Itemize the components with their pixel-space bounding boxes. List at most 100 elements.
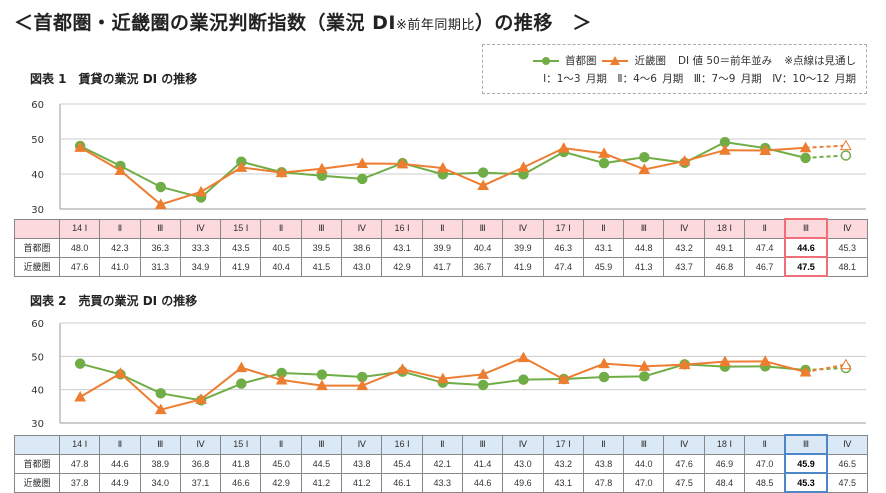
table-cell: 44.6 xyxy=(784,237,828,258)
data-point xyxy=(799,141,812,153)
table-cell: 42.9 xyxy=(260,472,302,493)
table-header-cell: Ⅳ xyxy=(179,434,222,455)
legend: 首都圏 近畿圏 DI 値 50＝前年並み ※点線は見通し Ⅰ：1～3 月期 Ⅱ：… xyxy=(482,44,867,94)
table-cell: 45.3 xyxy=(784,472,828,493)
table-header-cell: Ⅱ xyxy=(421,434,463,455)
table-cell: 37.8 xyxy=(58,472,101,493)
data-point xyxy=(155,181,166,193)
table-header-cell: Ⅱ xyxy=(99,434,141,455)
data-point xyxy=(557,142,570,153)
table-cell: 44.5 xyxy=(300,453,343,474)
data-point xyxy=(74,358,86,369)
table-header-cell: Ⅳ xyxy=(502,434,544,455)
table-cell: 38.9 xyxy=(139,453,181,474)
table-cell: 44.6 xyxy=(99,453,141,474)
table-header-cell: Ⅲ xyxy=(300,218,343,239)
forecast-line-1 xyxy=(805,367,846,371)
table-cell: 43.3 xyxy=(421,472,463,493)
table-cell: 49.1 xyxy=(703,237,746,258)
table-header-cell: Ⅱ xyxy=(744,434,786,455)
table-cell: 43.1 xyxy=(582,237,625,258)
table-cell: 48.0 xyxy=(58,237,101,258)
table-header-cell: Ⅲ xyxy=(623,434,665,455)
table-cell: 47.8 xyxy=(582,472,625,493)
table-header-cell: 15 Ⅰ xyxy=(220,218,262,239)
data-point xyxy=(638,163,651,174)
row-label: 近畿圏 xyxy=(14,256,60,277)
chart1-data-table: 14 Ⅰ Ⅱ Ⅲ Ⅳ 15 Ⅰ Ⅱ Ⅲ Ⅳ 16 Ⅰ Ⅱ Ⅲ Ⅳ 17 Ⅰ Ⅱ Ⅲ Ⅳ 18 Ⅰ Ⅱ Ⅲ Ⅳ 首都圏 48… xyxy=(14,218,868,277)
table-cell: 43.0 xyxy=(341,256,383,277)
data-point xyxy=(195,393,207,404)
data-point xyxy=(74,141,86,152)
table-cell: 47.8 xyxy=(58,453,101,474)
table-header-cell: Ⅲ xyxy=(784,434,828,455)
data-point xyxy=(840,150,852,161)
data-point xyxy=(316,379,328,391)
table-header-cell: 17 Ⅰ xyxy=(542,218,584,239)
data-point xyxy=(235,361,248,373)
table-corner xyxy=(14,434,60,455)
data-point xyxy=(437,162,449,173)
y-tick-label: 40 xyxy=(31,170,44,181)
data-point xyxy=(557,373,570,384)
row-label: 近畿圏 xyxy=(14,472,60,493)
table-header-cell: Ⅳ xyxy=(663,218,705,239)
table-row: 首都圏 47.8 44.6 38.9 36.8 41.8 45.0 44.5 43.8 45.4 4… xyxy=(14,453,868,474)
table-cell: 41.3 xyxy=(623,256,665,277)
table-header-cell: Ⅲ xyxy=(300,434,343,455)
table-cell: 41.0 xyxy=(99,256,141,277)
data-point xyxy=(759,355,772,366)
data-point xyxy=(639,371,650,382)
table-header-cell: 16 Ⅰ xyxy=(381,218,423,239)
table-header-cell: Ⅲ xyxy=(784,218,828,239)
table-cell: 42.9 xyxy=(381,256,423,277)
table-header-cell: Ⅳ xyxy=(826,218,868,239)
table-header-cell: 17 Ⅰ xyxy=(542,434,584,455)
table-header-cell: 14 Ⅰ xyxy=(58,218,101,239)
table-header-cell: Ⅲ xyxy=(139,434,181,455)
data-point xyxy=(74,390,86,402)
table-cell: 47.6 xyxy=(58,256,101,277)
table-cell: 39.9 xyxy=(502,237,544,258)
data-point xyxy=(154,403,167,415)
table-corner xyxy=(14,218,60,239)
table-cell: 45.9 xyxy=(784,453,828,474)
table-cell: 38.6 xyxy=(341,237,383,258)
data-point xyxy=(598,371,610,383)
data-point xyxy=(639,151,650,163)
table-header-cell: Ⅲ xyxy=(461,434,504,455)
table-cell: 48.1 xyxy=(826,256,868,277)
table-row: 近畿圏 37.8 44.9 34.0 37.1 46.6 42.9 41.2 41.2 46.1 4… xyxy=(14,472,868,493)
data-point xyxy=(154,198,167,209)
table-cell: 40.4 xyxy=(461,237,504,258)
table-header-cell: Ⅳ xyxy=(502,218,544,239)
data-point xyxy=(678,358,691,370)
table-cell: 39.9 xyxy=(421,237,463,258)
table-cell: 42.3 xyxy=(99,237,141,258)
legend-note2: ※点線は見通し xyxy=(784,55,856,67)
table-header-cell: Ⅱ xyxy=(744,218,786,239)
data-point xyxy=(799,365,812,377)
table-cell: 43.7 xyxy=(663,256,705,277)
table-cell: 43.1 xyxy=(381,237,423,258)
table-cell: 46.6 xyxy=(220,472,262,493)
data-point xyxy=(477,179,489,191)
table-cell: 49.6 xyxy=(502,472,544,493)
data-point xyxy=(800,152,811,164)
table-cell: 41.4 xyxy=(461,453,504,474)
table-cell: 43.2 xyxy=(663,237,705,258)
data-point xyxy=(316,369,328,380)
legend-series2: 近畿圏 xyxy=(634,55,666,67)
table-cell: 39.5 xyxy=(300,237,343,258)
table-cell: 36.7 xyxy=(461,256,504,277)
table-cell: 46.8 xyxy=(703,256,746,277)
table-cell: 46.1 xyxy=(381,472,423,493)
data-point xyxy=(275,373,288,385)
table-cell: 41.5 xyxy=(300,256,343,277)
table-header-cell: Ⅳ xyxy=(341,218,383,239)
table-cell: 44.9 xyxy=(99,472,141,493)
table-cell: 41.9 xyxy=(502,256,544,277)
table-cell: 36.8 xyxy=(179,453,222,474)
